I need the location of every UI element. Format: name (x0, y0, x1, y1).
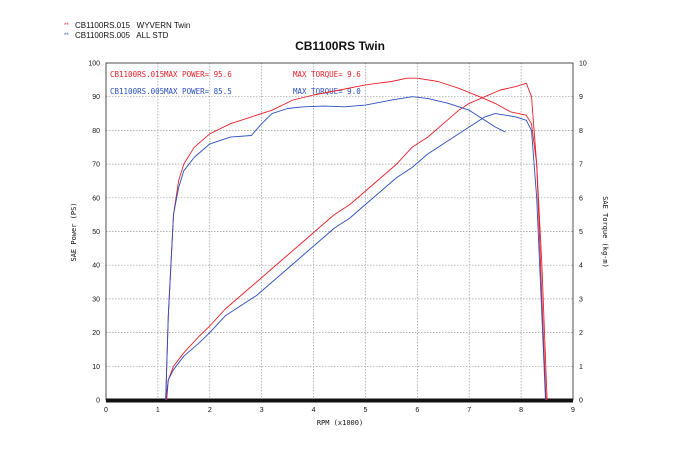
series-cb1100rs-005-power (165, 113, 546, 401)
y-tick-label-right: 2 (579, 330, 583, 337)
legend: ** CB1100RS.015 WYVERN Twin ** CB1100RS.… (64, 21, 190, 40)
y-tick-label-left: 0 (96, 398, 100, 405)
x-tick-label: 9 (571, 407, 575, 414)
y-tick-label-left: 70 (92, 162, 100, 169)
x-tick-label: 0 (104, 407, 108, 414)
y-tick-label-right: 10 (579, 61, 587, 68)
x-tick-label: 2 (208, 407, 212, 414)
x-tick-label: 5 (363, 407, 367, 414)
annotation-005-power: MAX POWER= 85.5 (164, 87, 232, 96)
annotation-015-power: MAX POWER= 95.6 (164, 70, 232, 79)
y-tick-label-left: 80 (92, 128, 100, 135)
y-tick-label-left: 100 (88, 61, 100, 68)
y-tick-label-left: 40 (92, 263, 100, 270)
y-tick-label-right: 4 (579, 263, 583, 270)
y-tick-label-left: 60 (92, 195, 100, 202)
series-cb1100rs-005-torque (165, 96, 506, 401)
y-axis-label-right: SAE Torque (kg-m) (601, 196, 609, 268)
x-axis-bar (106, 398, 573, 403)
chart-title: CB1100RS Twin (295, 39, 385, 53)
series-cb1100rs-015-torque (165, 77, 548, 401)
y-tick-label-right: 6 (579, 195, 583, 202)
y-tick-label-left: 50 (92, 229, 100, 236)
y-tick-label-left: 90 (92, 94, 100, 101)
y-tick-label-left: 20 (92, 330, 100, 337)
x-tick-label: 1 (156, 407, 160, 414)
annotation-015-name: CB1100RS.015 (110, 70, 164, 79)
axes (105, 62, 574, 403)
y-tick-label-right: 8 (579, 128, 583, 135)
legend-marker-1: ** (64, 23, 69, 29)
x-tick-label: 8 (519, 407, 523, 414)
y-tick-label-right: 3 (579, 296, 583, 303)
legend-marker-2: ** (64, 33, 69, 39)
annotation-005-name: CB1100RS.005 (110, 87, 164, 96)
series (165, 77, 548, 401)
series-cb1100rs-015-power (166, 82, 547, 401)
y-tick-label-right: 0 (579, 398, 583, 405)
x-tick-label: 3 (260, 407, 264, 414)
x-tick-label: 4 (312, 407, 316, 414)
tick-labels: 0 1 2 3 4 5 6 7 8 9010203040506070809010001234567… (88, 61, 587, 415)
annotation-005-torque: MAX TORQUE= 9.0 (293, 87, 361, 96)
legend-label-1: CB1100RS.015 WYVERN Twin (75, 21, 190, 30)
annotation-015-torque: MAX TORQUE= 9.6 (293, 70, 361, 79)
legend-label-2: CB1100RS.005 ALL STD (75, 31, 169, 40)
grid (106, 63, 573, 400)
y-tick-label-right: 7 (579, 162, 583, 169)
y-tick-label-right: 1 (579, 364, 583, 371)
x-tick-label: 6 (415, 407, 419, 414)
y-tick-label-left: 30 (92, 296, 100, 303)
y-axis-label-left: SAE Power (PS) (70, 202, 78, 261)
x-axis-label: RPM (x1000) (317, 419, 363, 427)
y-tick-label-right: 9 (579, 94, 583, 101)
y-tick-label-right: 5 (579, 229, 583, 236)
annotations: CB1100RS.015 MAX POWER= 95.6 MAX TORQUE=… (110, 70, 361, 96)
x-tick-label: 7 (467, 407, 471, 414)
y-tick-label-left: 10 (92, 364, 100, 371)
